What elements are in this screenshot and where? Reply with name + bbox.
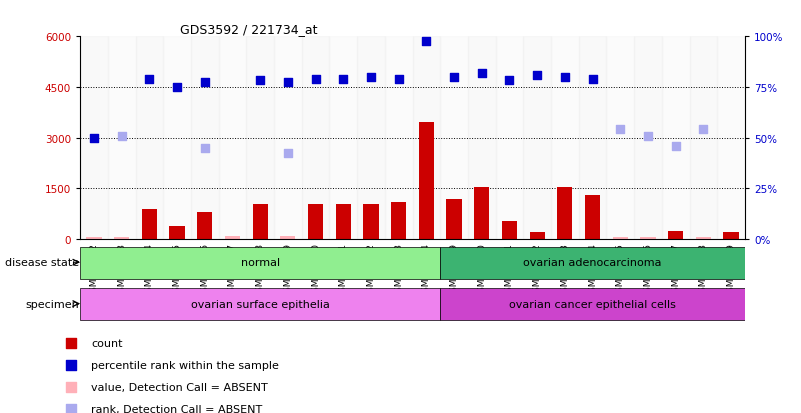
Bar <box>441 289 745 320</box>
Point <box>143 76 155 83</box>
Point <box>281 150 294 157</box>
Point <box>392 76 405 83</box>
Bar <box>446 199 461 240</box>
Bar <box>668 231 683 240</box>
Text: disease state: disease state <box>6 258 79 268</box>
Bar <box>252 204 268 240</box>
Bar <box>529 233 545 240</box>
Point <box>199 79 211 86</box>
Bar <box>585 196 600 240</box>
Bar <box>662 37 690 240</box>
Text: specimen: specimen <box>26 299 79 309</box>
Bar <box>606 37 634 240</box>
Bar <box>496 37 523 240</box>
Bar <box>441 37 468 240</box>
Bar <box>280 237 296 240</box>
Bar <box>613 238 628 240</box>
Point <box>364 74 377 81</box>
Point <box>115 133 128 140</box>
Bar <box>468 37 496 240</box>
Text: value, Detection Call = ABSENT: value, Detection Call = ABSENT <box>91 382 268 392</box>
Bar <box>557 187 573 240</box>
Text: normal: normal <box>240 258 280 268</box>
Bar <box>197 213 212 240</box>
Bar <box>696 238 711 240</box>
Text: ovarian cancer epithelial cells: ovarian cancer epithelial cells <box>509 299 676 309</box>
Point <box>614 127 626 133</box>
Bar <box>87 238 102 240</box>
Bar <box>502 221 517 240</box>
Bar <box>634 37 662 240</box>
Bar <box>579 37 606 240</box>
Point <box>642 133 654 140</box>
Bar <box>135 37 163 240</box>
Bar <box>690 37 717 240</box>
Bar <box>225 236 240 240</box>
Bar <box>274 37 302 240</box>
Bar <box>723 233 739 240</box>
Point <box>475 71 488 78</box>
Bar <box>364 204 379 240</box>
Point <box>171 84 183 91</box>
Point <box>420 39 433 45</box>
Bar <box>302 37 329 240</box>
Point <box>309 76 322 83</box>
Bar <box>80 289 441 320</box>
Bar <box>247 37 274 240</box>
Bar <box>114 238 129 240</box>
Bar <box>219 37 247 240</box>
Bar <box>640 238 655 240</box>
Text: count: count <box>91 339 123 349</box>
Bar <box>441 247 745 279</box>
Bar <box>419 123 434 240</box>
Bar <box>391 202 406 240</box>
Text: rank, Detection Call = ABSENT: rank, Detection Call = ABSENT <box>91 404 263 413</box>
Bar <box>142 209 157 240</box>
Text: ovarian adenocarcinoma: ovarian adenocarcinoma <box>523 258 662 268</box>
Bar <box>551 37 578 240</box>
Point <box>503 78 516 84</box>
Point <box>558 74 571 81</box>
Text: ovarian surface epithelia: ovarian surface epithelia <box>191 299 329 309</box>
Point <box>199 145 211 152</box>
Bar <box>523 37 551 240</box>
Bar <box>413 37 441 240</box>
Bar <box>163 37 191 240</box>
Text: GDS3592 / 221734_at: GDS3592 / 221734_at <box>179 23 317 36</box>
Point <box>697 127 710 133</box>
Bar <box>80 247 441 279</box>
Bar <box>108 37 135 240</box>
Bar <box>308 204 323 240</box>
Point <box>670 143 682 150</box>
Bar <box>191 37 219 240</box>
Bar <box>329 37 357 240</box>
Bar <box>170 226 185 240</box>
Bar <box>384 37 413 240</box>
Point <box>87 136 100 142</box>
Point <box>254 78 267 84</box>
Point <box>337 76 350 83</box>
Text: percentile rank within the sample: percentile rank within the sample <box>91 360 280 370</box>
Bar <box>357 37 384 240</box>
Bar <box>474 187 489 240</box>
Point <box>531 73 544 79</box>
Bar <box>80 37 108 240</box>
Point <box>448 74 461 81</box>
Point <box>586 76 599 83</box>
Bar <box>717 37 745 240</box>
Bar <box>336 204 351 240</box>
Point <box>281 79 294 86</box>
